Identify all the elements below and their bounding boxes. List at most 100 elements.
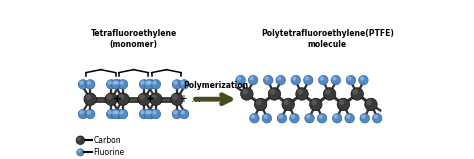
Circle shape <box>151 80 161 89</box>
Circle shape <box>305 114 314 123</box>
Circle shape <box>78 109 88 119</box>
Circle shape <box>311 100 317 105</box>
Circle shape <box>241 88 253 100</box>
Circle shape <box>337 98 350 111</box>
Circle shape <box>332 114 342 123</box>
Circle shape <box>374 114 378 119</box>
Circle shape <box>317 114 327 123</box>
Circle shape <box>107 94 112 100</box>
Circle shape <box>84 93 97 105</box>
Circle shape <box>146 80 156 89</box>
Circle shape <box>118 94 124 100</box>
Circle shape <box>296 88 308 100</box>
Circle shape <box>255 98 267 111</box>
Circle shape <box>242 89 248 95</box>
Circle shape <box>80 110 84 114</box>
Text: Polytetrafluoroethylene(PTFE)
molecule: Polytetrafluoroethylene(PTFE) molecule <box>261 29 394 49</box>
Circle shape <box>264 76 269 81</box>
Circle shape <box>112 81 117 85</box>
Circle shape <box>111 109 120 119</box>
Circle shape <box>305 76 309 81</box>
Circle shape <box>140 110 145 114</box>
Circle shape <box>323 88 336 100</box>
Circle shape <box>291 75 301 85</box>
Circle shape <box>118 109 128 119</box>
Circle shape <box>248 75 258 85</box>
Circle shape <box>346 75 356 85</box>
Circle shape <box>353 89 358 95</box>
Circle shape <box>249 76 254 81</box>
Circle shape <box>276 75 285 85</box>
Circle shape <box>76 136 85 145</box>
Circle shape <box>251 114 255 119</box>
Circle shape <box>80 81 84 85</box>
Circle shape <box>359 75 368 85</box>
Circle shape <box>150 93 162 105</box>
Circle shape <box>148 110 152 114</box>
Circle shape <box>303 75 313 85</box>
Circle shape <box>108 81 112 85</box>
Circle shape <box>268 88 281 100</box>
Circle shape <box>366 100 372 105</box>
Circle shape <box>360 76 364 81</box>
Circle shape <box>334 114 338 119</box>
Circle shape <box>345 114 355 123</box>
Circle shape <box>139 94 145 100</box>
Circle shape <box>331 75 341 85</box>
Circle shape <box>291 114 295 119</box>
Circle shape <box>172 109 182 119</box>
Text: Tetrafluoroethylene
(monomer): Tetrafluoroethylene (monomer) <box>91 29 177 49</box>
Circle shape <box>108 110 112 114</box>
Circle shape <box>346 114 350 119</box>
Circle shape <box>85 109 95 119</box>
Circle shape <box>115 110 119 114</box>
Circle shape <box>319 114 323 119</box>
Text: +: + <box>113 94 122 104</box>
Text: +: + <box>146 94 155 104</box>
Circle shape <box>119 110 124 114</box>
Circle shape <box>152 110 156 114</box>
Circle shape <box>256 100 262 105</box>
Text: Polymerization: Polymerization <box>183 81 248 90</box>
Circle shape <box>173 110 178 114</box>
Text: + …: + … <box>180 94 201 104</box>
Circle shape <box>365 98 377 111</box>
Circle shape <box>277 114 287 123</box>
Circle shape <box>297 89 303 95</box>
Circle shape <box>152 81 156 85</box>
Circle shape <box>237 76 241 81</box>
Circle shape <box>173 81 178 85</box>
Circle shape <box>151 109 161 119</box>
Circle shape <box>179 80 189 89</box>
Circle shape <box>107 109 116 119</box>
Circle shape <box>373 114 382 123</box>
Circle shape <box>277 76 282 81</box>
Circle shape <box>264 75 273 85</box>
Circle shape <box>320 76 324 81</box>
Circle shape <box>78 80 88 89</box>
Circle shape <box>351 88 364 100</box>
Circle shape <box>360 114 370 123</box>
Circle shape <box>119 81 124 85</box>
Circle shape <box>270 89 275 95</box>
Circle shape <box>310 98 322 111</box>
Circle shape <box>325 89 330 95</box>
Circle shape <box>283 100 289 105</box>
Circle shape <box>77 149 84 156</box>
Text: Fluorine: Fluorine <box>93 148 124 157</box>
Circle shape <box>151 94 157 100</box>
Circle shape <box>115 81 119 85</box>
Circle shape <box>171 93 183 105</box>
Circle shape <box>77 137 81 141</box>
Circle shape <box>306 114 310 119</box>
Circle shape <box>139 109 149 119</box>
Circle shape <box>262 114 272 123</box>
Circle shape <box>172 94 178 100</box>
Circle shape <box>339 100 344 105</box>
Circle shape <box>114 109 123 119</box>
Circle shape <box>282 98 294 111</box>
Circle shape <box>87 110 91 114</box>
Circle shape <box>138 93 150 105</box>
Circle shape <box>144 80 154 89</box>
Circle shape <box>181 110 185 114</box>
